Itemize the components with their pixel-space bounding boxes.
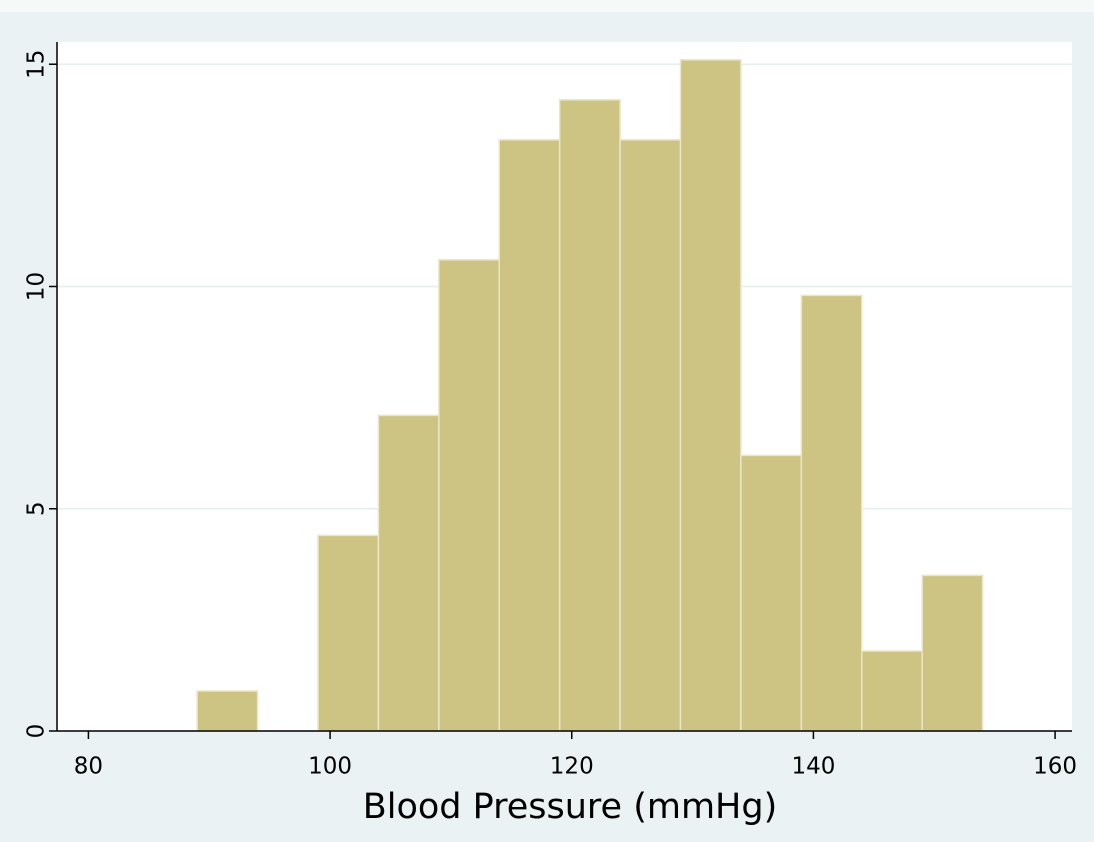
x-tick-label: 80 [74,754,103,780]
bar [921,574,984,732]
bar [740,454,803,732]
bar [679,59,742,732]
y-tick-label: 15 [24,50,50,79]
bar [558,99,621,732]
x-tick-label: 120 [550,754,594,780]
bar [377,414,440,732]
bar [800,294,863,732]
bar [438,259,501,732]
x-axis-title: Blood Pressure (mmHg) [363,787,778,827]
x-tick-label: 100 [308,754,352,780]
bar [619,139,682,732]
bar [498,139,561,732]
bar [317,534,380,732]
y-tick-label: 0 [24,724,50,739]
x-tick-label: 140 [791,754,835,780]
y-tick-label: 5 [24,501,50,516]
top-strip [0,0,1094,12]
bar [196,690,259,732]
bar [861,650,923,732]
y-tick-label: 10 [24,272,50,301]
x-tick-label: 160 [1033,754,1077,780]
